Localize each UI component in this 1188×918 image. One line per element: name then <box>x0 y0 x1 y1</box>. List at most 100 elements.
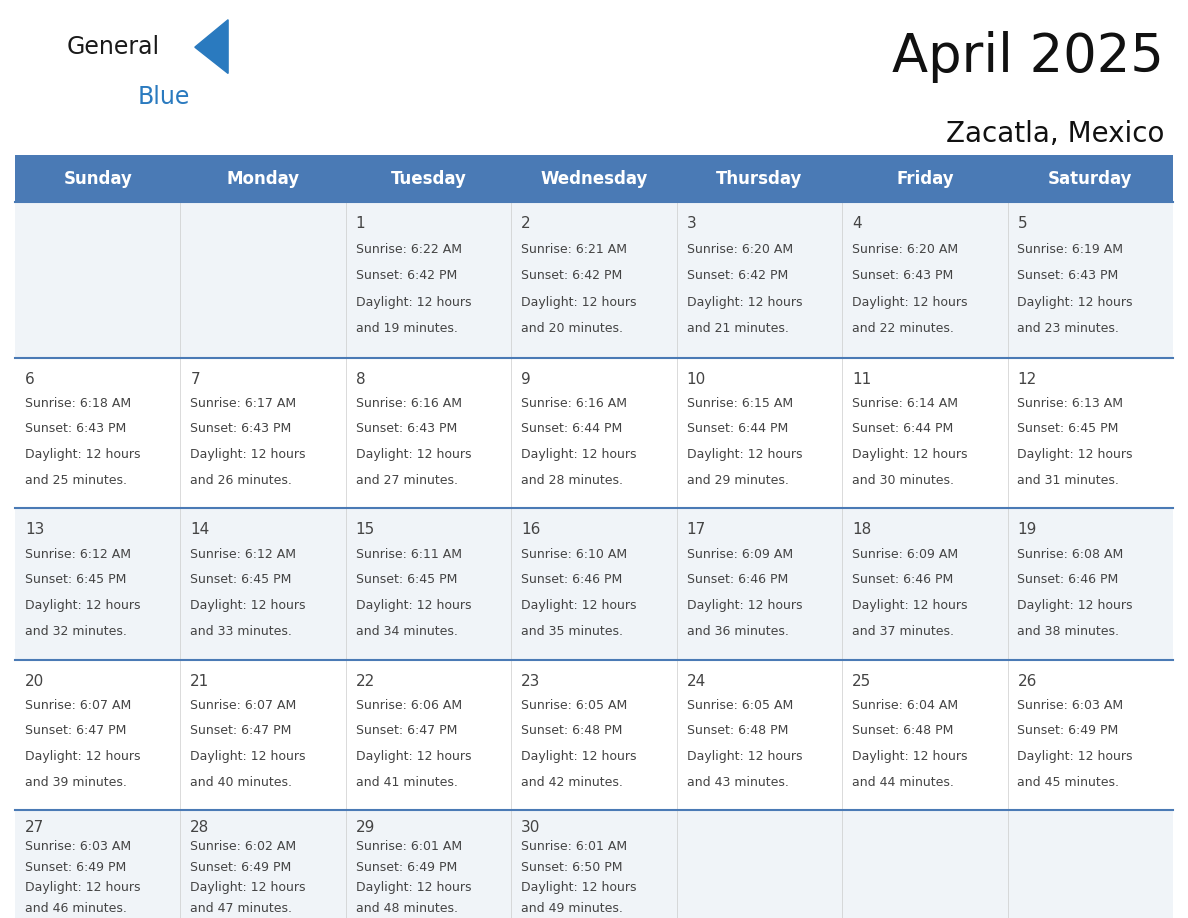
Text: Daylight: 12 hours: Daylight: 12 hours <box>25 448 140 461</box>
Text: 27: 27 <box>25 820 44 834</box>
Text: Sunrise: 6:06 AM: Sunrise: 6:06 AM <box>355 699 462 712</box>
Text: Sunset: 6:49 PM: Sunset: 6:49 PM <box>355 861 457 874</box>
Text: and 49 minutes.: and 49 minutes. <box>522 901 623 915</box>
Text: Sunset: 6:47 PM: Sunset: 6:47 PM <box>190 724 292 737</box>
Text: Sunrise: 6:04 AM: Sunrise: 6:04 AM <box>852 699 959 712</box>
Text: Sunrise: 6:09 AM: Sunrise: 6:09 AM <box>687 547 792 561</box>
Text: 23: 23 <box>522 674 541 688</box>
Text: 1: 1 <box>355 216 366 231</box>
Text: 12: 12 <box>1017 372 1037 386</box>
Text: Sunrise: 6:07 AM: Sunrise: 6:07 AM <box>25 699 131 712</box>
Text: Sunset: 6:47 PM: Sunset: 6:47 PM <box>25 724 126 737</box>
Text: Daylight: 12 hours: Daylight: 12 hours <box>522 599 637 612</box>
Text: Sunset: 6:46 PM: Sunset: 6:46 PM <box>1017 574 1119 587</box>
Text: Sunset: 6:45 PM: Sunset: 6:45 PM <box>355 574 457 587</box>
Text: Daylight: 12 hours: Daylight: 12 hours <box>852 750 967 763</box>
Text: and 47 minutes.: and 47 minutes. <box>190 901 292 915</box>
Text: Sunrise: 6:02 AM: Sunrise: 6:02 AM <box>190 840 297 853</box>
Text: and 21 minutes.: and 21 minutes. <box>687 322 789 335</box>
Text: and 26 minutes.: and 26 minutes. <box>190 474 292 487</box>
Text: Daylight: 12 hours: Daylight: 12 hours <box>852 296 967 308</box>
Text: 2: 2 <box>522 216 531 231</box>
Text: Sunrise: 6:01 AM: Sunrise: 6:01 AM <box>355 840 462 853</box>
Text: Sunset: 6:45 PM: Sunset: 6:45 PM <box>1017 422 1119 435</box>
Text: Tuesday: Tuesday <box>391 170 467 187</box>
Text: 25: 25 <box>852 674 871 688</box>
Text: and 48 minutes.: and 48 minutes. <box>355 901 457 915</box>
Text: and 28 minutes.: and 28 minutes. <box>522 474 624 487</box>
Text: and 38 minutes.: and 38 minutes. <box>1017 625 1119 638</box>
Text: Daylight: 12 hours: Daylight: 12 hours <box>687 296 802 308</box>
Text: Daylight: 12 hours: Daylight: 12 hours <box>687 750 802 763</box>
Text: Daylight: 12 hours: Daylight: 12 hours <box>687 599 802 612</box>
Text: 5: 5 <box>1017 216 1028 231</box>
Text: Sunset: 6:46 PM: Sunset: 6:46 PM <box>522 574 623 587</box>
Text: Sunset: 6:43 PM: Sunset: 6:43 PM <box>852 269 953 282</box>
Text: and 44 minutes.: and 44 minutes. <box>852 776 954 789</box>
Text: Daylight: 12 hours: Daylight: 12 hours <box>355 448 472 461</box>
Text: Daylight: 12 hours: Daylight: 12 hours <box>522 296 637 308</box>
Text: 10: 10 <box>687 372 706 386</box>
Text: and 23 minutes.: and 23 minutes. <box>1017 322 1119 335</box>
Text: 14: 14 <box>190 521 209 537</box>
Text: Daylight: 12 hours: Daylight: 12 hours <box>522 750 637 763</box>
Text: Sunrise: 6:03 AM: Sunrise: 6:03 AM <box>1017 699 1124 712</box>
Text: Daylight: 12 hours: Daylight: 12 hours <box>522 881 637 894</box>
Text: Sunset: 6:43 PM: Sunset: 6:43 PM <box>190 422 291 435</box>
Text: Sunday: Sunday <box>63 170 132 187</box>
Text: Sunrise: 6:05 AM: Sunrise: 6:05 AM <box>522 699 627 712</box>
Text: Sunrise: 6:09 AM: Sunrise: 6:09 AM <box>852 547 959 561</box>
Text: 9: 9 <box>522 372 531 386</box>
Polygon shape <box>195 19 228 73</box>
Text: Thursday: Thursday <box>716 170 803 187</box>
Text: 15: 15 <box>355 521 375 537</box>
Text: Sunrise: 6:18 AM: Sunrise: 6:18 AM <box>25 397 131 410</box>
Text: 22: 22 <box>355 674 375 688</box>
Text: Sunrise: 6:15 AM: Sunrise: 6:15 AM <box>687 397 792 410</box>
Text: Daylight: 12 hours: Daylight: 12 hours <box>190 881 305 894</box>
Text: and 36 minutes.: and 36 minutes. <box>687 625 789 638</box>
Text: Sunset: 6:42 PM: Sunset: 6:42 PM <box>687 269 788 282</box>
Text: and 39 minutes.: and 39 minutes. <box>25 776 127 789</box>
Text: Sunset: 6:50 PM: Sunset: 6:50 PM <box>522 861 623 874</box>
Text: 16: 16 <box>522 521 541 537</box>
Text: Sunset: 6:44 PM: Sunset: 6:44 PM <box>522 422 623 435</box>
Text: Daylight: 12 hours: Daylight: 12 hours <box>1017 750 1133 763</box>
Text: 29: 29 <box>355 820 375 834</box>
Text: Sunrise: 6:16 AM: Sunrise: 6:16 AM <box>355 397 462 410</box>
Text: Daylight: 12 hours: Daylight: 12 hours <box>355 881 472 894</box>
Text: Daylight: 12 hours: Daylight: 12 hours <box>1017 296 1133 308</box>
Text: April 2025: April 2025 <box>892 30 1164 83</box>
Text: Sunset: 6:48 PM: Sunset: 6:48 PM <box>522 724 623 737</box>
Text: Sunset: 6:43 PM: Sunset: 6:43 PM <box>355 422 457 435</box>
Text: Monday: Monday <box>227 170 299 187</box>
Text: and 41 minutes.: and 41 minutes. <box>355 776 457 789</box>
Text: Sunset: 6:49 PM: Sunset: 6:49 PM <box>1017 724 1119 737</box>
Text: Daylight: 12 hours: Daylight: 12 hours <box>355 750 472 763</box>
Text: and 42 minutes.: and 42 minutes. <box>522 776 623 789</box>
Text: Sunset: 6:47 PM: Sunset: 6:47 PM <box>355 724 457 737</box>
Text: Sunrise: 6:20 AM: Sunrise: 6:20 AM <box>687 242 792 255</box>
Text: and 29 minutes.: and 29 minutes. <box>687 474 789 487</box>
Text: Daylight: 12 hours: Daylight: 12 hours <box>852 448 967 461</box>
Text: Sunrise: 6:01 AM: Sunrise: 6:01 AM <box>522 840 627 853</box>
Text: 21: 21 <box>190 674 209 688</box>
Text: Sunrise: 6:19 AM: Sunrise: 6:19 AM <box>1017 242 1124 255</box>
Text: Sunrise: 6:13 AM: Sunrise: 6:13 AM <box>1017 397 1124 410</box>
Text: Friday: Friday <box>896 170 954 187</box>
Text: Sunrise: 6:12 AM: Sunrise: 6:12 AM <box>25 547 131 561</box>
Text: 18: 18 <box>852 521 871 537</box>
Text: Sunset: 6:49 PM: Sunset: 6:49 PM <box>190 861 291 874</box>
Text: Daylight: 12 hours: Daylight: 12 hours <box>1017 448 1133 461</box>
Text: 8: 8 <box>355 372 366 386</box>
Text: and 22 minutes.: and 22 minutes. <box>852 322 954 335</box>
Text: Daylight: 12 hours: Daylight: 12 hours <box>522 448 637 461</box>
Text: 11: 11 <box>852 372 871 386</box>
Text: 28: 28 <box>190 820 209 834</box>
Text: 19: 19 <box>1017 521 1037 537</box>
Text: Daylight: 12 hours: Daylight: 12 hours <box>25 750 140 763</box>
Text: Sunset: 6:46 PM: Sunset: 6:46 PM <box>687 574 788 587</box>
Text: Saturday: Saturday <box>1048 170 1132 187</box>
Text: and 43 minutes.: and 43 minutes. <box>687 776 789 789</box>
Text: Sunset: 6:43 PM: Sunset: 6:43 PM <box>1017 269 1119 282</box>
